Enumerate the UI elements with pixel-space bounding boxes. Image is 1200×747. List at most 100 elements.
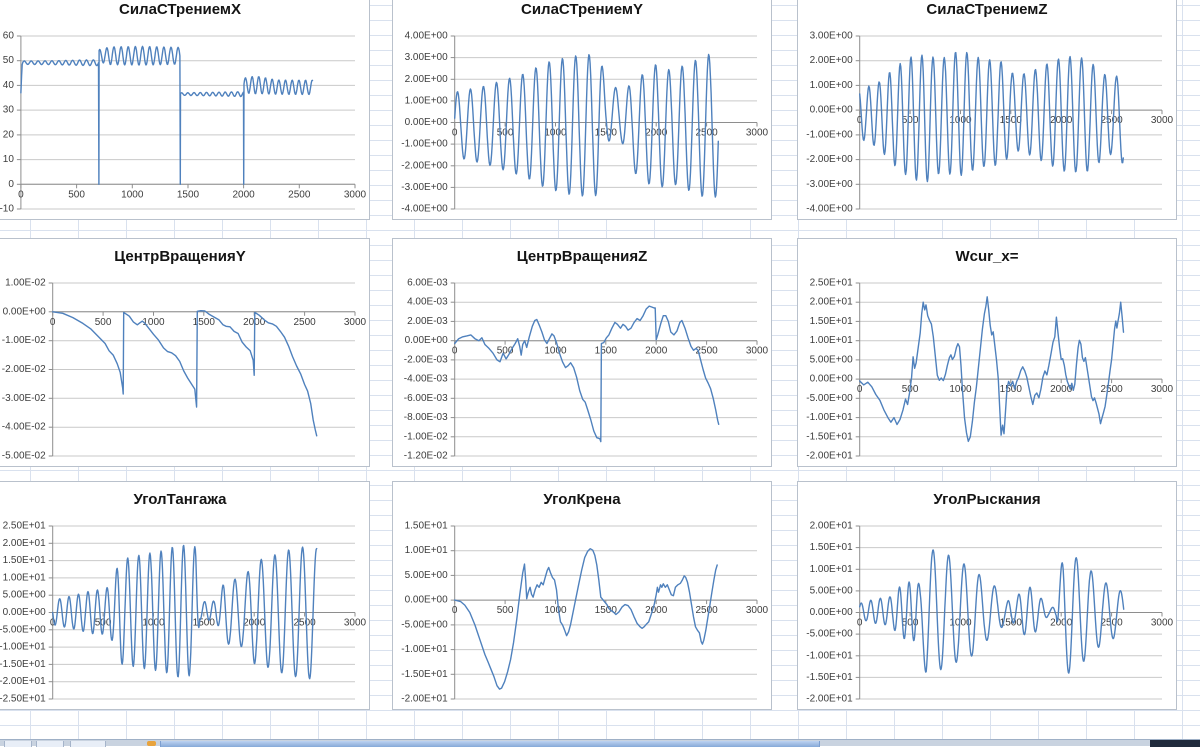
plot-area: 1.00E-02 0.00E+00 -1.00E-02 -2.00E-02 -3.00E… bbox=[2, 278, 367, 462]
svg-text:1.00E+01: 1.00E+01 bbox=[3, 572, 47, 583]
svg-text:2500: 2500 bbox=[695, 605, 718, 616]
plot-area: 6.00E-03 4.00E-03 2.00E-03 0.00E+00 -2.00E-0… bbox=[404, 278, 769, 462]
chart-title: СилаСТрениемZ bbox=[926, 1, 1048, 18]
chart-sila-s-treniem-z[interactable]: СилаСТрениемZ 3.00E+00 2.00E+00 1.00E+00 0.… bbox=[797, 0, 1177, 220]
svg-text:3000: 3000 bbox=[344, 618, 367, 629]
plot-area: 2.50E+01 2.00E+01 1.50E+01 1.00E+01 5.00E+00… bbox=[806, 278, 1173, 462]
chart-title: ЦентрВращенияY bbox=[114, 248, 246, 265]
svg-text:-1.00E+01: -1.00E+01 bbox=[806, 650, 853, 661]
plot-area: 4.00E+00 3.00E+00 2.00E+00 1.00E+00 0.00E+00… bbox=[401, 31, 769, 215]
svg-text:-2.00E+01: -2.00E+01 bbox=[806, 451, 853, 462]
svg-text:5.00E+00: 5.00E+00 bbox=[3, 590, 47, 601]
svg-text:0: 0 bbox=[50, 317, 56, 328]
svg-text:3.00E+00: 3.00E+00 bbox=[405, 52, 449, 63]
svg-text:1.00E+00: 1.00E+00 bbox=[810, 80, 854, 91]
svg-text:-1.50E+01: -1.50E+01 bbox=[0, 659, 46, 670]
svg-text:1.00E+01: 1.00E+01 bbox=[810, 335, 854, 346]
svg-text:-2.50E+01: -2.50E+01 bbox=[0, 694, 46, 705]
chart-sila-s-treniem-y[interactable]: СилаСТрениемY 4.00E+00 3.00E+00 2.00E+00 1.… bbox=[392, 0, 772, 220]
svg-text:2.00E+00: 2.00E+00 bbox=[405, 74, 449, 85]
svg-text:2500: 2500 bbox=[1100, 384, 1123, 395]
svg-text:1500: 1500 bbox=[193, 618, 216, 629]
plot-area: 2.00E+01 1.50E+01 1.00E+01 5.00E+00 0.00E+00… bbox=[806, 521, 1173, 705]
sheet-tab[interactable] bbox=[70, 741, 106, 747]
svg-text:2.00E-03: 2.00E-03 bbox=[407, 316, 448, 327]
sheet-tab-bar[interactable] bbox=[0, 739, 1200, 747]
chart-ugol-ryskaniya[interactable]: УголРыскания 2.00E+01 1.50E+01 1.00E+01 5.0… bbox=[797, 481, 1177, 710]
svg-text:-1.00E+00: -1.00E+00 bbox=[806, 129, 853, 140]
svg-text:2000: 2000 bbox=[1050, 384, 1073, 395]
chart-centr-vrashcheniya-y[interactable]: ЦентрВращенияY 1.00E-02 0.00E+00 -1.00E-02… bbox=[0, 238, 370, 467]
svg-text:-2.00E+01: -2.00E+01 bbox=[806, 694, 853, 705]
svg-text:1000: 1000 bbox=[544, 346, 567, 357]
svg-text:1.00E+01: 1.00E+01 bbox=[405, 545, 449, 556]
chart-ugol-krena[interactable]: УголКрена 1.50E+01 1.00E+01 5.00E+00 0.00E+… bbox=[392, 481, 772, 710]
svg-text:0: 0 bbox=[857, 115, 863, 126]
svg-text:500: 500 bbox=[497, 605, 514, 616]
svg-text:5.00E+00: 5.00E+00 bbox=[810, 585, 854, 596]
svg-text:-4.00E-02: -4.00E-02 bbox=[2, 422, 46, 433]
chart-title: УголРыскания bbox=[933, 491, 1041, 508]
svg-text:1000: 1000 bbox=[949, 384, 972, 395]
svg-text:3000: 3000 bbox=[746, 128, 769, 139]
svg-text:2000: 2000 bbox=[645, 128, 668, 139]
svg-text:-4.00E+00: -4.00E+00 bbox=[401, 204, 448, 215]
chart-title: УголТангажа bbox=[133, 491, 227, 508]
scrollbar-corner bbox=[1150, 740, 1200, 747]
svg-text:-5.00E+00: -5.00E+00 bbox=[806, 393, 853, 404]
svg-text:2000: 2000 bbox=[232, 189, 255, 200]
svg-text:500: 500 bbox=[902, 115, 919, 126]
svg-text:-2.00E+00: -2.00E+00 bbox=[806, 154, 853, 165]
svg-text:4.00E+00: 4.00E+00 bbox=[405, 31, 449, 42]
svg-text:2500: 2500 bbox=[293, 618, 316, 629]
svg-text:1500: 1500 bbox=[177, 189, 200, 200]
svg-text:-1.50E+01: -1.50E+01 bbox=[806, 672, 853, 683]
svg-text:-3.00E+00: -3.00E+00 bbox=[401, 182, 448, 193]
svg-text:1000: 1000 bbox=[949, 618, 972, 629]
svg-text:5.00E+00: 5.00E+00 bbox=[405, 570, 449, 581]
svg-text:-5.00E+00: -5.00E+00 bbox=[0, 624, 46, 635]
svg-text:2000: 2000 bbox=[243, 618, 266, 629]
svg-text:60: 60 bbox=[3, 31, 15, 42]
svg-text:1000: 1000 bbox=[121, 189, 144, 200]
chart-wcur-x[interactable]: Wcur_x= 2.50E+01 2.00E+01 1.50E+01 1.00E+01… bbox=[797, 238, 1177, 467]
svg-text:-3.00E-02: -3.00E-02 bbox=[2, 393, 46, 404]
svg-text:-1.50E+01: -1.50E+01 bbox=[806, 431, 853, 442]
svg-text:50: 50 bbox=[3, 55, 15, 66]
svg-text:0.00E+00: 0.00E+00 bbox=[405, 335, 449, 346]
svg-text:0: 0 bbox=[452, 605, 458, 616]
svg-text:0: 0 bbox=[50, 618, 56, 629]
svg-text:0: 0 bbox=[8, 179, 14, 190]
svg-text:1000: 1000 bbox=[949, 115, 972, 126]
chart-centr-vrashcheniya-z[interactable]: ЦентрВращенияZ 6.00E-03 4.00E-03 2.00E-03 0… bbox=[392, 238, 772, 467]
horizontal-scrollbar-thumb[interactable] bbox=[160, 741, 820, 747]
svg-text:20: 20 bbox=[3, 129, 15, 140]
svg-text:-10: -10 bbox=[0, 204, 14, 215]
svg-text:2500: 2500 bbox=[695, 346, 718, 357]
svg-text:1000: 1000 bbox=[544, 128, 567, 139]
svg-text:1500: 1500 bbox=[1000, 115, 1023, 126]
svg-text:3000: 3000 bbox=[746, 346, 769, 357]
svg-text:1.00E+00: 1.00E+00 bbox=[405, 95, 449, 106]
svg-text:-1.00E-02: -1.00E-02 bbox=[404, 431, 448, 442]
svg-text:-6.00E-03: -6.00E-03 bbox=[404, 393, 448, 404]
sheet-tab[interactable] bbox=[36, 741, 64, 747]
sheet-tab[interactable] bbox=[4, 741, 32, 747]
svg-text:0: 0 bbox=[18, 189, 24, 200]
svg-text:-1.00E+00: -1.00E+00 bbox=[401, 139, 448, 150]
plot-area: 1.50E+01 1.00E+01 5.00E+00 0.00E+00 -5.00E+0… bbox=[401, 521, 768, 705]
svg-text:1500: 1500 bbox=[595, 346, 618, 357]
chart-sila-s-treniem-x[interactable]: СилаСТрениемX 60 50 40 30 20 10 0 -10 0 500 1000 15… bbox=[0, 0, 370, 220]
svg-text:500: 500 bbox=[68, 189, 85, 200]
svg-text:-3.00E+00: -3.00E+00 bbox=[806, 179, 853, 190]
svg-text:-2.00E+00: -2.00E+00 bbox=[401, 160, 448, 171]
svg-text:-1.00E-02: -1.00E-02 bbox=[2, 335, 46, 346]
svg-text:1500: 1500 bbox=[1000, 384, 1023, 395]
svg-text:1000: 1000 bbox=[142, 317, 165, 328]
svg-text:-1.00E+01: -1.00E+01 bbox=[401, 644, 448, 655]
svg-text:-1.20E-02: -1.20E-02 bbox=[404, 451, 448, 462]
svg-text:30: 30 bbox=[3, 105, 15, 116]
chart-ugol-tangazha[interactable]: УголТангажа 2.50E+01 2.00E+01 1.50E+01 1.00… bbox=[0, 481, 370, 710]
svg-text:1.00E+01: 1.00E+01 bbox=[810, 564, 854, 575]
svg-text:0.00E+00: 0.00E+00 bbox=[810, 105, 854, 116]
